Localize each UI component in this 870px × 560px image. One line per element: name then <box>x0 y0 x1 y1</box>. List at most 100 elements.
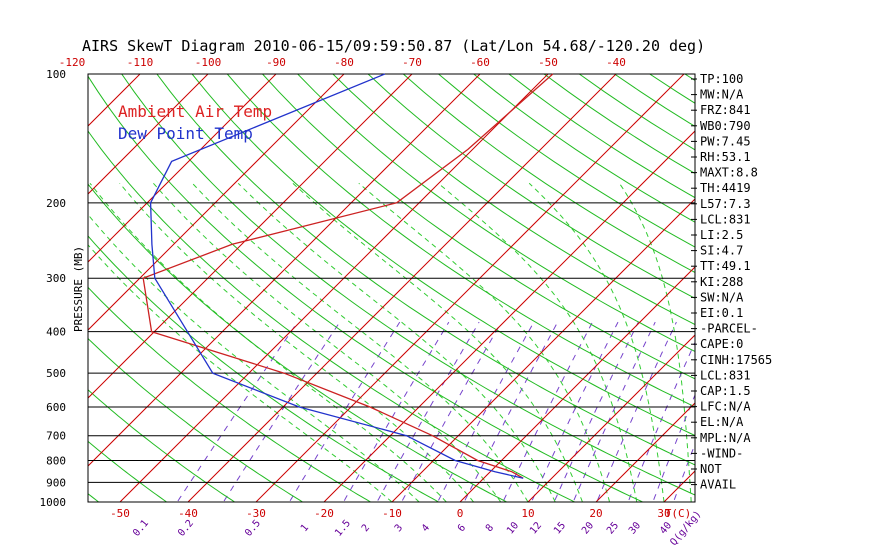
chart-title: AIRS SkewT Diagram 2010-06-15/09:59:50.8… <box>82 37 705 55</box>
moist-adiabat-line <box>358 182 611 502</box>
isotherm-line <box>0 74 4 502</box>
pressure-tick-label: 900 <box>46 476 66 489</box>
moist-adiabat-line <box>618 183 692 502</box>
index-item: TP:100 <box>700 72 743 86</box>
index-item: LI:2.5 <box>700 228 743 242</box>
index-item: MAXT:8.8 <box>700 166 758 180</box>
mixing-ratio-label: 30 <box>627 520 643 536</box>
mixing-ratio-label: 0.1 <box>131 518 151 539</box>
index-item: CINH:17565 <box>700 353 772 367</box>
mixing-ratio-label: 8 <box>484 523 496 535</box>
isotherm-line <box>323 130 695 502</box>
isotherm-line <box>119 74 549 502</box>
mixing-ratio-line <box>437 321 535 502</box>
dry-adiabat-line <box>88 337 304 502</box>
temp-tick-bottom: 0 <box>457 507 464 520</box>
air-temp-line <box>142 73 554 479</box>
dew-point-line <box>149 73 524 479</box>
mixing-ratio-line <box>627 341 695 502</box>
index-item: LCL:831 <box>700 212 751 226</box>
isobars <box>87 73 696 503</box>
dry-adiabat-line <box>88 235 440 502</box>
dry-adiabat-line <box>121 74 695 496</box>
dry-adiabat-line <box>226 74 695 408</box>
temp-tick-bottom: -10 <box>382 507 402 520</box>
mixing-ratio-label: 40 <box>658 520 674 536</box>
dry-adiabat-line <box>826 74 870 511</box>
dry-adiabat-line <box>88 286 372 502</box>
temp-tick-top: -70 <box>402 56 422 69</box>
mixing-ratio-line <box>502 321 593 502</box>
moist-adiabat-line <box>119 182 474 502</box>
mixing-ratio-label: 10 <box>505 520 521 536</box>
mixing-ratio-line <box>463 321 559 502</box>
sounding-series <box>142 73 554 479</box>
index-item: TT:49.1 <box>700 259 751 273</box>
mixing-ratio-line <box>596 321 677 502</box>
mixing-ratio-line <box>572 321 656 502</box>
index-item: EI:0.1 <box>700 306 743 320</box>
index-item: FRZ:841 <box>700 103 751 117</box>
temp-tick-top: -50 <box>538 56 558 69</box>
temp-tick-top: -80 <box>334 56 354 69</box>
temp-tick-top: -40 <box>606 56 626 69</box>
pressure-tick-label: 800 <box>46 455 66 468</box>
isotherms <box>0 74 870 502</box>
mixing-ratio-label: 0.2 <box>176 518 196 539</box>
temp-tick-top: -90 <box>266 56 286 69</box>
mixing-ratio-line <box>176 321 298 502</box>
moist-adiabat-line <box>192 182 529 502</box>
index-item: MPL:N/A <box>700 431 751 445</box>
temp-tick-top: -110 <box>127 56 154 69</box>
temp-tick-bottom: 10 <box>521 507 534 520</box>
dry-adiabats <box>88 74 870 511</box>
isotherm-line <box>527 334 695 502</box>
index-item: CAPE:0 <box>700 337 743 351</box>
pressure-tick-label: 600 <box>46 401 66 414</box>
mixing-ratio-line <box>530 321 619 502</box>
mixing-ratio-label: 4 <box>420 523 432 535</box>
index-item: LFC:N/A <box>700 400 751 414</box>
isotherm-line <box>187 74 617 502</box>
index-item: AVAIL <box>700 478 736 492</box>
isotherm-line <box>88 74 209 195</box>
moist-adiabat-line <box>528 182 665 502</box>
moist-adiabat-line <box>292 182 583 502</box>
pressure-tick-label: 200 <box>46 197 66 210</box>
pressure-tick-label: 100 <box>46 68 66 81</box>
moist-adiabat-line <box>88 213 420 502</box>
plot-frame <box>87 73 696 503</box>
pressure-tick-label: 500 <box>46 367 66 380</box>
isotherm-line <box>459 266 695 502</box>
moist-adiabat-line <box>437 182 638 502</box>
moist-adiabat-line <box>746 183 757 502</box>
index-item: -PARCEL- <box>700 322 758 336</box>
index-item: SW:N/A <box>700 290 744 304</box>
isotherm-line <box>732 74 870 502</box>
mixing-ratio-line <box>652 393 695 502</box>
dry-adiabat-line <box>649 74 695 104</box>
isotherm-line <box>88 74 277 263</box>
temp-tick-top: -120 <box>59 56 86 69</box>
index-item: TH:4419 <box>700 181 751 195</box>
index-item: L57:7.3 <box>700 197 751 211</box>
dry-adiabat-line <box>861 74 870 511</box>
legend-dew-point: Dew Point Temp <box>118 124 253 143</box>
dry-adiabat-line <box>88 440 168 502</box>
isotherm-line <box>391 198 695 502</box>
index-item: WB0:790 <box>700 119 751 133</box>
isotherm-line <box>88 74 345 331</box>
dry-adiabat-line <box>88 183 508 502</box>
dry-adiabat-line <box>262 74 695 380</box>
mixing-ratio-line <box>401 321 502 502</box>
mixing-ratio-line <box>288 321 401 502</box>
mixing-ratio-label: 6 <box>456 523 468 535</box>
dry-adiabat-line <box>508 74 695 199</box>
mixing-ratio-label: 15 <box>552 520 568 536</box>
dry-adiabat-line <box>367 74 695 299</box>
temp-tick-top: -100 <box>195 56 222 69</box>
temp-tick-bottom: 30 <box>657 507 670 520</box>
